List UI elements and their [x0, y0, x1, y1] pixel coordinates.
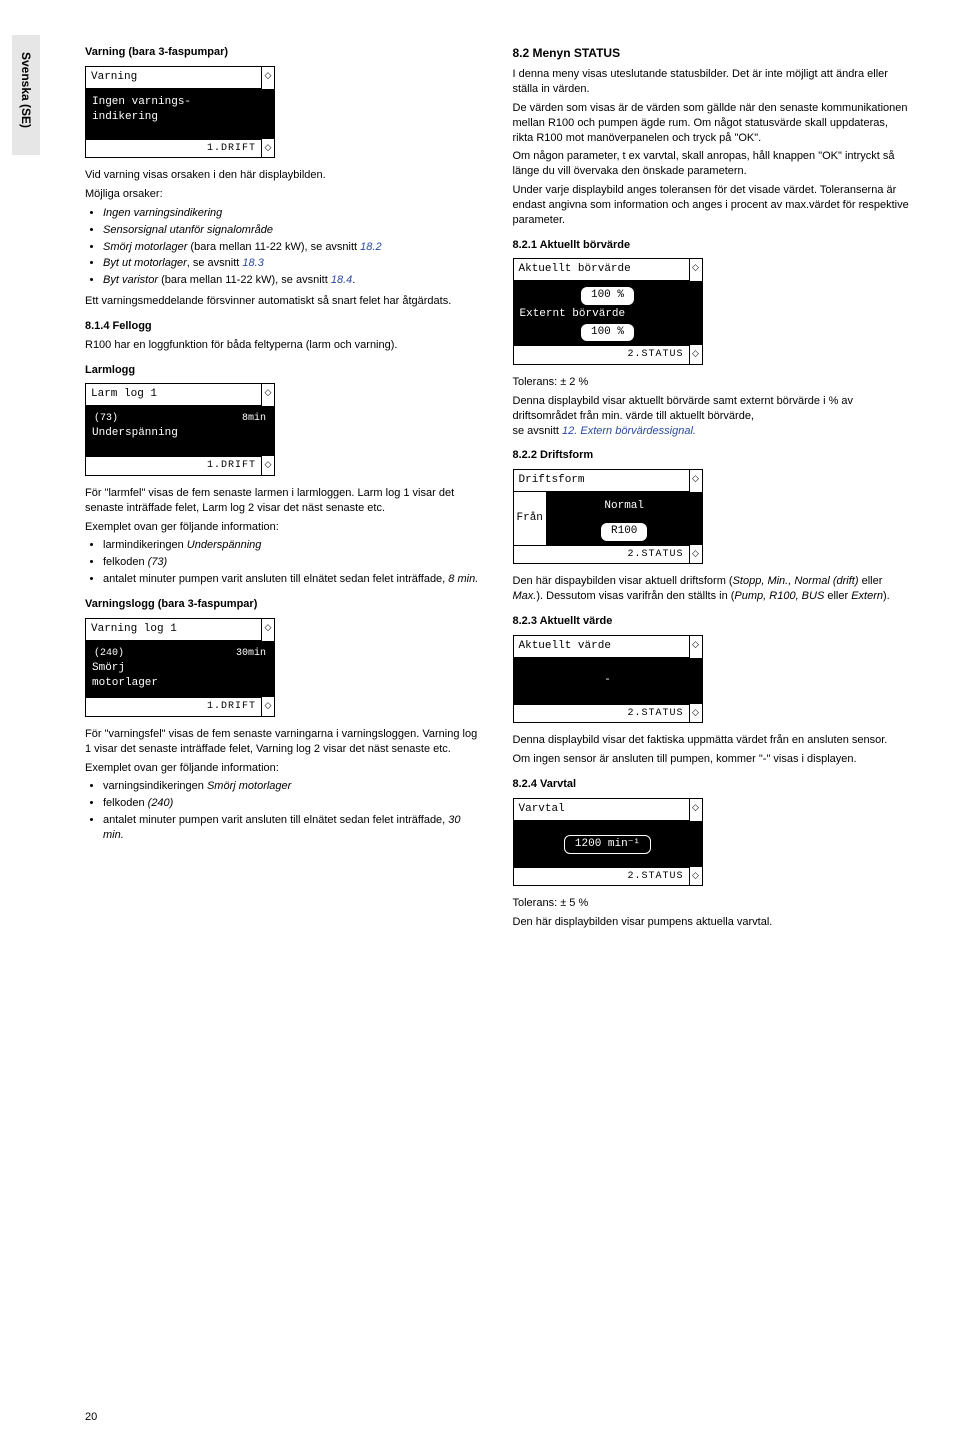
display-varnlog: Varning log 1 ◇ (240)30min Smörj motorla… [85, 618, 275, 717]
heading-823: 8.2.3 Aktuellt värde [513, 614, 911, 629]
text: Exemplet ovan ger följande information: [85, 761, 483, 776]
display-larmlog: Larm log 1 ◇ (73)8min Underspänning 1.DR… [85, 383, 275, 475]
heading-821: 8.2.1 Aktuellt börvärde [513, 238, 911, 253]
example-list: larmindikeringen Underspänning felkoden … [85, 538, 483, 587]
display-borvarde: Aktuellt börvärde ◇ 100 % Externt börvär… [513, 258, 703, 365]
text: Den här dispaybilden visar aktuell drift… [513, 574, 911, 604]
heading-824: 8.2.4 Varvtal [513, 777, 911, 792]
text: Möjliga orsaker: [85, 187, 483, 202]
text: För "varningsfel" visas de fem senaste v… [85, 727, 483, 757]
heading-varning: Varning (bara 3-faspumpar) [85, 45, 483, 60]
heading-larmlogg: Larmlogg [85, 363, 483, 378]
heading-822: 8.2.2 Driftsform [513, 448, 911, 463]
text: Tolerans: ± 2 % [513, 375, 911, 390]
right-column: 8.2 Menyn STATUS I denna meny visas utes… [513, 35, 911, 934]
text: R100 har en loggfunktion för båda feltyp… [85, 338, 483, 353]
text: Den här displaybilden visar pumpens aktu… [513, 915, 911, 930]
disp-updown-icon: ◇ [261, 67, 274, 89]
text: Om någon parameter, t ex varvtal, skall … [513, 149, 911, 179]
heading-fellogg: 8.1.4 Fellogg [85, 319, 483, 334]
text: För "larmfel" visas de fem senaste larme… [85, 486, 483, 516]
heading-varnlogg: Varningslogg (bara 3-faspumpar) [85, 597, 483, 612]
disp-title: Varning [86, 67, 261, 89]
display-varvtal: Varvtal ◇ 1200 min⁻¹ 2.STATUS ◇ [513, 798, 703, 886]
text: Om ingen sensor är ansluten till pumpen,… [513, 752, 911, 767]
page-number: 20 [85, 1410, 97, 1425]
text: Vid varning visas orsaken i den här disp… [85, 168, 483, 183]
disp-body: Ingen varnings- indikering [86, 89, 274, 139]
disp-footer: 1.DRIFT [86, 139, 261, 158]
text: Tolerans: ± 5 % [513, 896, 911, 911]
text: I denna meny visas uteslutande statusbil… [513, 67, 911, 97]
text: Ett varningsmeddelande försvinner automa… [85, 294, 483, 309]
display-aktuellt-varde: Aktuellt värde ◇ - 2.STATUS ◇ [513, 635, 703, 723]
text: Exemplet ovan ger följande information: [85, 520, 483, 535]
side-tab: Svenska (SE) [18, 52, 34, 128]
text: De värden som visas är de värden som gäl… [513, 101, 911, 146]
text: Denna displaybild visar det faktiska upp… [513, 733, 911, 748]
left-column: Varning (bara 3-faspumpar) Varning ◇ Ing… [85, 35, 483, 934]
display-varning: Varning ◇ Ingen varnings- indikering 1.D… [85, 66, 275, 158]
cause-list: Ingen varningsindikering Sensorsignal ut… [85, 206, 483, 288]
example-list: varningsindikeringen Smörj motorlager fe… [85, 779, 483, 842]
text: Under varje displaybild anges toleransen… [513, 183, 911, 228]
display-driftsform: Driftsform ◇ Från Normal R100 2.STATUS ◇ [513, 469, 703, 564]
text: Denna displaybild visar aktuellt börvärd… [513, 394, 911, 439]
disp-updown-icon: ◇ [261, 139, 274, 158]
heading-status: 8.2 Menyn STATUS [513, 45, 911, 61]
